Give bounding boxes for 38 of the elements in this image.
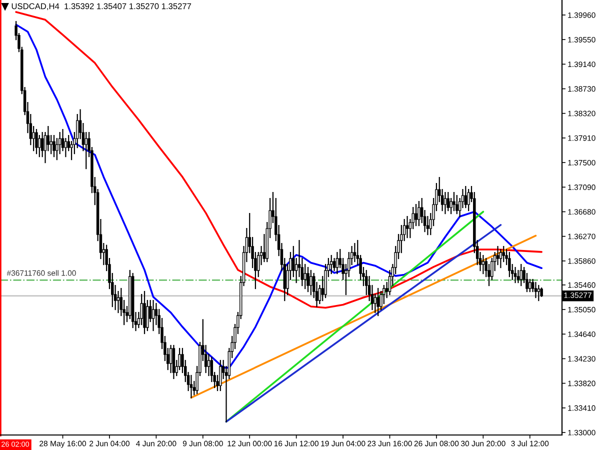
candlestick: [35, 129, 38, 154]
candlestick: [456, 194, 458, 214]
candlestick: [219, 360, 222, 392]
candlestick: [353, 242, 356, 262]
chart-title: USDCAD,H4 1.35392 1.35407 1.35270 1.35277: [12, 3, 192, 10]
candlestick: [537, 284, 540, 302]
candlestick: [330, 254, 333, 274]
candlestick: [146, 300, 149, 332]
candlestick: [418, 200, 420, 226]
candlestick: [152, 300, 155, 332]
candlestick: [190, 374, 193, 398]
candlestick: [52, 135, 56, 158]
candlestick: [464, 186, 468, 208]
candlestick: [534, 282, 538, 298]
candlestick: [444, 192, 447, 214]
candlestick: [304, 264, 306, 290]
candlestick: [502, 246, 505, 262]
candlestick: [508, 252, 511, 278]
candlestick: [514, 266, 517, 284]
candlestick: [376, 288, 380, 316]
candlestick: [38, 135, 41, 158]
candlestick: [306, 266, 310, 292]
candlestick: [32, 126, 35, 152]
candlestick: [414, 204, 418, 226]
candlestick: [482, 254, 485, 274]
candlestick: [446, 192, 450, 212]
candlestick: [310, 270, 312, 296]
candlestick: [467, 188, 470, 212]
candlestick: [172, 344, 176, 380]
candlestick: [499, 248, 502, 268]
candlestick: [520, 264, 522, 286]
candlestick: [140, 294, 143, 326]
candlestick: [528, 278, 532, 292]
candlestick: [452, 192, 456, 212]
candlestick: [50, 135, 52, 154]
candlestick: [406, 216, 409, 238]
candlestick: [336, 252, 339, 274]
candlestick: [143, 290, 146, 334]
